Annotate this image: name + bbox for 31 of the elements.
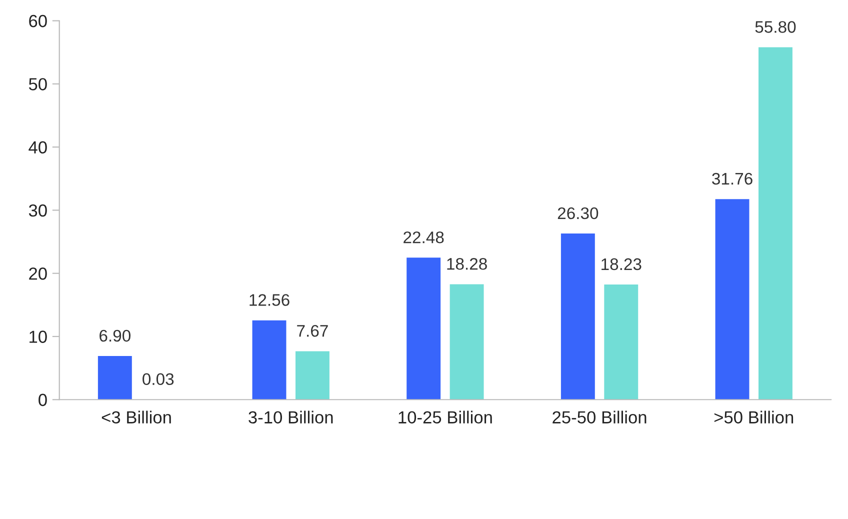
data-label: 55.80 [755,21,796,33]
data-label: 22.48 [404,231,444,244]
bar [560,234,595,400]
bar [758,47,792,400]
x-tick-label: >50 Billion [714,410,794,424]
bar [604,284,638,400]
data-label: 6.90 [100,330,130,342]
x-tick-label: 3-10 Billion [248,410,333,424]
data-label: 12.56 [250,294,290,306]
y-tick-label: 0 [38,394,47,406]
y-tick-label: 60 [29,14,47,28]
y-tick-label: 30 [28,204,47,217]
data-label: 0.03 [142,373,174,386]
data-label: 18.28 [447,258,487,270]
data-label: 18.23 [602,258,642,270]
x-tick-label: 10-25 Billion [398,410,492,424]
data-label: 31.76 [712,172,752,185]
data-label: 7.67 [297,324,328,337]
x-tick-label: <3 Billion [102,410,171,424]
y-tick-label: 50 [28,78,47,90]
bar [98,356,132,400]
y-tick-label: 10 [30,330,47,343]
y-tick-label: 40 [28,141,47,154]
bar [450,284,484,400]
bar [715,199,750,400]
bar [406,258,441,400]
x-tick-label: 25-50 Billion [552,410,646,424]
bar [252,320,286,400]
data-label: 26.30 [558,207,598,220]
y-tick-label: 20 [29,268,47,280]
bar [295,351,330,400]
